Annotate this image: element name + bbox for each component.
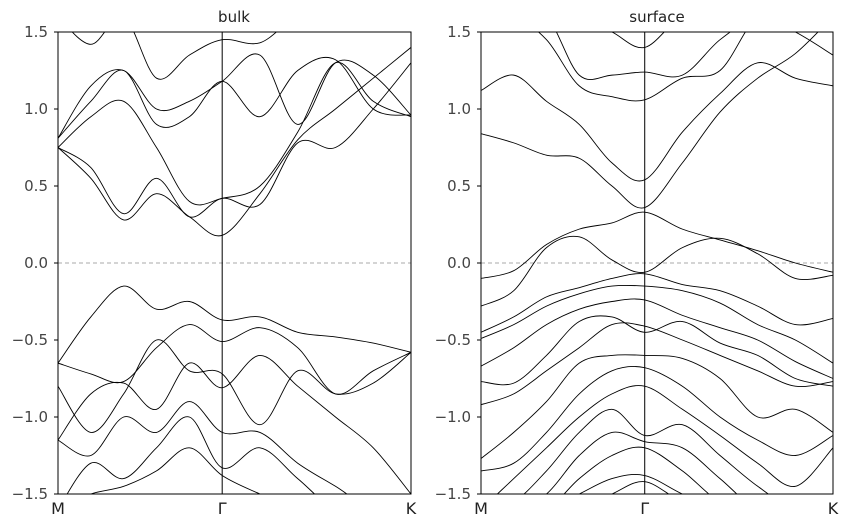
- band-ss1: [481, 211, 833, 279]
- panel-surface: surface M Γ K 1.5 1.0 0.5 0.0 −0.5 −1.0 −1.5: [435, 8, 839, 518]
- plot-frame: [57, 31, 412, 495]
- band-s1: [481, 32, 819, 209]
- y-tick-label: 1.0: [447, 100, 471, 118]
- band-ss2: [481, 235, 833, 307]
- y-tick-label: 0.0: [24, 254, 48, 272]
- y-tick-label: −0.5: [12, 331, 48, 349]
- y-tick-label: 0.5: [447, 177, 471, 195]
- band-c5: [58, 53, 411, 139]
- band-v2: [58, 324, 411, 395]
- band-v7: [89, 447, 262, 494]
- band-v3: [481, 298, 833, 379]
- y-tick-label: −0.5: [435, 331, 471, 349]
- x-tick-label: Γ: [640, 499, 649, 518]
- y-tick-label: 1.5: [447, 23, 471, 41]
- band-v8: [496, 385, 833, 494]
- x-tick-label: K: [828, 499, 839, 518]
- band-v13: [610, 481, 670, 494]
- band-v2: [481, 284, 833, 364]
- band-v1: [481, 273, 833, 333]
- y-tick-label: 0.5: [24, 177, 48, 195]
- x-tick-label: M: [474, 499, 488, 518]
- band-v7: [481, 365, 833, 472]
- y-tick-label: −1.0: [435, 408, 471, 426]
- x-tick-label: K: [406, 499, 417, 518]
- y-tick-label: −1.0: [12, 408, 48, 426]
- band-v5: [58, 401, 348, 494]
- panel-title: surface: [629, 8, 684, 26]
- x-tick-label: Γ: [218, 499, 227, 518]
- y-tick-label: 1.5: [24, 23, 48, 41]
- y-tick-label: 0.0: [447, 254, 471, 272]
- y-tick-label: −1.5: [12, 485, 48, 503]
- panel-title: bulk: [218, 8, 250, 26]
- y-tick-label: 1.0: [24, 100, 48, 118]
- band-v5: [481, 322, 833, 406]
- band-v1: [58, 285, 411, 364]
- band-v3: [58, 339, 411, 433]
- y-tick-label: −1.5: [435, 485, 471, 503]
- band-v4: [481, 315, 833, 387]
- plot-frame: [480, 31, 834, 495]
- band-s2: [481, 62, 833, 182]
- x-tick-label: M: [51, 499, 65, 518]
- band-v10: [545, 431, 738, 494]
- panel-bulk: bulk M Γ K 1.5 1.0 0.5 0.0 −0.5 −1.0 −1.5: [12, 8, 417, 518]
- band-c3: [58, 62, 411, 206]
- band-v11: [563, 446, 710, 494]
- band-c2: [58, 62, 411, 218]
- band-v12: [578, 474, 684, 494]
